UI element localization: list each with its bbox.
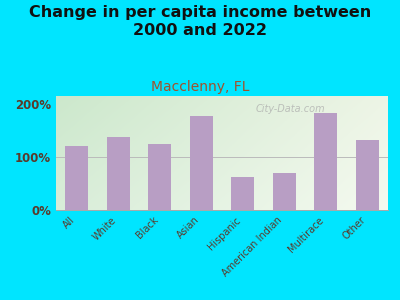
Bar (65, 146, 88, 210)
Bar (107, 137, 130, 210)
Bar (273, 173, 296, 210)
Text: Change in per capita income between
2000 and 2022: Change in per capita income between 2000… (29, 4, 371, 38)
Bar (231, 177, 254, 210)
Bar (356, 140, 379, 210)
Text: City-Data.com: City-Data.com (255, 104, 325, 114)
Bar (190, 116, 213, 210)
Bar (148, 144, 171, 210)
Text: Macclenny, FL: Macclenny, FL (151, 80, 249, 94)
Bar (314, 113, 337, 210)
